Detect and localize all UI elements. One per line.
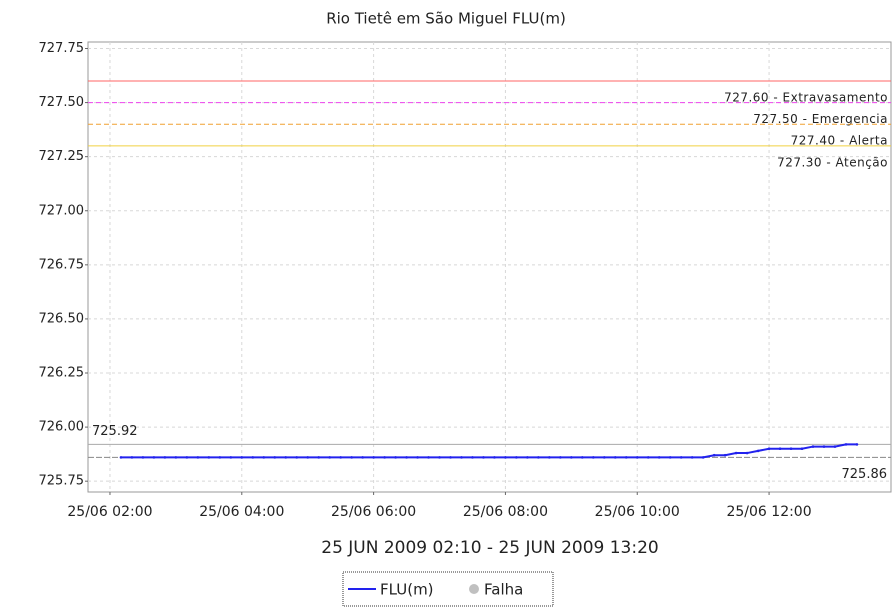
data-point [602, 456, 606, 459]
series-line [120, 443, 857, 459]
data-point [196, 456, 200, 459]
data-point [515, 456, 518, 459]
data-point [185, 456, 189, 459]
data-point [229, 456, 233, 459]
data-point [613, 456, 617, 459]
data-point [581, 456, 584, 459]
data-point [284, 456, 288, 459]
data-point [174, 456, 178, 459]
threshold-label: 727.30 - Atenção [777, 155, 888, 169]
data-point [119, 456, 123, 459]
data-point [372, 456, 375, 459]
data-point [811, 445, 815, 448]
data-point [657, 456, 661, 459]
threshold-label: 727.40 - Alerta [791, 134, 888, 148]
min-label: 725.86 [842, 467, 888, 482]
data-point [427, 456, 430, 459]
data-point [218, 456, 222, 459]
legend-label: Falha [484, 581, 523, 599]
data-point [482, 456, 485, 459]
data-point [350, 456, 353, 459]
data-point [471, 456, 474, 459]
max-label: 725.92 [92, 424, 138, 439]
x-tick-label: 25/06 02:00 [67, 504, 152, 520]
data-point [679, 456, 683, 459]
legend-swatch [469, 584, 479, 594]
data-point [449, 456, 452, 459]
data-point [306, 456, 309, 459]
data-point [240, 456, 244, 459]
y-tick-label: 726.75 [39, 257, 85, 272]
threshold-label: 727.50 - Emergencia [753, 112, 888, 126]
y-tick-label: 726.50 [39, 311, 85, 326]
x-tick-label: 25/06 04:00 [199, 504, 284, 520]
data-point [559, 456, 562, 459]
data-point [734, 451, 738, 455]
data-point [438, 456, 441, 459]
data-point [822, 445, 826, 448]
data-point [163, 456, 167, 459]
y-tick-label: 726.25 [39, 366, 85, 381]
data-point [767, 447, 771, 451]
data-point [800, 447, 804, 451]
data-point [745, 451, 749, 455]
data-point [262, 456, 266, 459]
data-point [405, 456, 408, 459]
data-point [548, 456, 551, 459]
data-point [690, 456, 694, 459]
data-point [635, 456, 639, 459]
data-point [833, 445, 837, 448]
data-point [295, 456, 299, 459]
data-point [624, 456, 628, 459]
legend-box [342, 571, 554, 607]
y-tick-label: 727.25 [39, 149, 85, 164]
data-point [130, 456, 134, 459]
data-point [328, 456, 331, 459]
data-point [844, 443, 848, 446]
y-tick-label: 727.00 [39, 203, 85, 218]
legend-label: FLU(m) [380, 581, 434, 599]
chart-subtitle: 25 JUN 2009 02:10 - 25 JUN 2009 13:20 [321, 538, 659, 558]
data-point [778, 447, 782, 451]
data-point [756, 449, 760, 453]
data-point [646, 456, 650, 459]
y-tick-label: 725.75 [39, 474, 85, 489]
data-point [592, 456, 595, 459]
data-point [339, 456, 342, 459]
data-point [504, 456, 507, 459]
data-point [537, 456, 540, 459]
x-tick-label: 25/06 06:00 [331, 504, 416, 520]
x-tick-label: 25/06 12:00 [726, 504, 811, 520]
data-point [394, 456, 397, 459]
x-tick-label: 25/06 10:00 [595, 504, 680, 520]
data-point [789, 447, 793, 451]
data-point [141, 456, 145, 459]
data-point [493, 456, 496, 459]
data-point [361, 456, 364, 459]
data-point [273, 456, 277, 459]
data-point [723, 453, 727, 457]
plot-area [87, 41, 892, 493]
data-point [251, 456, 255, 459]
y-tick-label: 727.50 [39, 95, 85, 110]
data-point [701, 456, 705, 459]
data-point [152, 456, 156, 459]
data-point [668, 456, 672, 459]
data-point [526, 456, 529, 459]
data-point [207, 456, 211, 459]
threshold-label: 727.60 - Extravasamento [724, 90, 888, 104]
data-point [460, 456, 463, 459]
data-point [317, 456, 320, 459]
chart-title: Rio Tietê em São Miguel FLU(m) [326, 10, 566, 28]
y-tick-label: 727.75 [39, 41, 85, 56]
data-point [383, 456, 386, 459]
data-point [416, 456, 419, 459]
data-point [712, 453, 716, 457]
x-tick-label: 25/06 08:00 [463, 504, 548, 520]
data-point [570, 456, 573, 459]
y-tick-label: 726.00 [39, 420, 85, 435]
data-point [855, 443, 859, 446]
